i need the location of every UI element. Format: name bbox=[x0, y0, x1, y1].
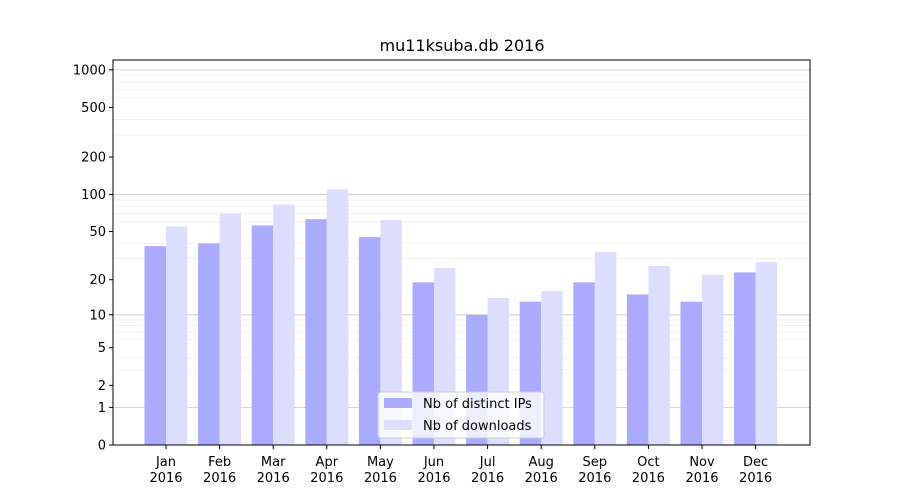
legend-swatch-distinct-ips bbox=[384, 398, 412, 408]
bar-distinct-ips-may bbox=[358, 237, 381, 445]
x-tick-label-year: 2016 bbox=[310, 471, 343, 486]
bar-downloads-oct bbox=[648, 266, 670, 445]
x-tick-label-year: 2016 bbox=[149, 471, 182, 486]
bar-downloads-apr bbox=[326, 189, 349, 445]
x-tick-label-month: May bbox=[367, 455, 394, 470]
bar-downloads-sep bbox=[594, 251, 617, 445]
x-tick-label-year: 2016 bbox=[364, 471, 397, 486]
y-tick-label: 200 bbox=[81, 151, 106, 166]
y-tick-label: 1 bbox=[98, 401, 106, 416]
chart-title: mu11ksuba.db 2016 bbox=[380, 36, 545, 55]
x-tick-label-year: 2016 bbox=[632, 471, 665, 486]
x-tick-label-year: 2016 bbox=[525, 471, 558, 486]
bar-distinct-ips-apr bbox=[305, 219, 327, 445]
x-axis: Jan2016Feb2016Mar2016Apr2016May2016Jun20… bbox=[149, 445, 772, 486]
x-tick-label-month: Jul bbox=[479, 455, 496, 470]
legend-swatch-downloads bbox=[384, 420, 412, 430]
bar-downloads-jan bbox=[166, 226, 188, 445]
bar-distinct-ips-oct bbox=[626, 294, 649, 445]
x-tick-label-year: 2016 bbox=[739, 471, 772, 486]
bar-downloads-may bbox=[380, 220, 402, 445]
y-tick-label: 5 bbox=[98, 341, 106, 356]
legend: Nb of distinct IPs Nb of downloads bbox=[377, 391, 545, 439]
legend-label-downloads: Nb of downloads bbox=[423, 419, 532, 434]
legend-label-distinct-ips: Nb of distinct IPs bbox=[423, 397, 532, 412]
bar-downloads-mar bbox=[273, 204, 295, 445]
y-tick-label: 100 bbox=[81, 188, 106, 203]
x-tick-label-month: Mar bbox=[261, 455, 286, 470]
x-tick-label-month: Feb bbox=[208, 455, 231, 470]
y-tick-label: 50 bbox=[89, 225, 106, 240]
x-tick-label-year: 2016 bbox=[578, 471, 611, 486]
x-tick-label-year: 2016 bbox=[257, 471, 290, 486]
y-tick-label: 10 bbox=[89, 308, 106, 323]
bar-downloads-dec bbox=[755, 262, 778, 445]
y-tick-label: 1000 bbox=[73, 63, 106, 78]
bar-distinct-ips-nov bbox=[680, 301, 702, 445]
x-tick-label-month: Aug bbox=[529, 455, 554, 470]
x-tick-label-month: Sep bbox=[583, 455, 608, 470]
x-tick-label-year: 2016 bbox=[685, 471, 718, 486]
x-tick-label-month: Oct bbox=[637, 455, 659, 470]
x-tick-label-month: Apr bbox=[316, 455, 339, 470]
bar-distinct-ips-dec bbox=[734, 272, 756, 445]
y-tick-label: 0 bbox=[98, 439, 106, 454]
bar-downloads-nov bbox=[702, 274, 724, 445]
plot-frame bbox=[112, 59, 811, 446]
x-tick-label-year: 2016 bbox=[417, 471, 450, 486]
x-tick-label-month: Nov bbox=[689, 455, 715, 470]
x-tick-label-month: Dec bbox=[743, 455, 768, 470]
x-tick-label-year: 2016 bbox=[471, 471, 504, 486]
x-tick-label-month: Jan bbox=[155, 455, 176, 470]
y-tick-label: 20 bbox=[89, 273, 106, 288]
bar-distinct-ips-sep bbox=[573, 282, 595, 445]
bar-distinct-ips-feb bbox=[198, 243, 220, 445]
y-axis: 0 1 2 5 10 20 50 100 200 500 1000 bbox=[73, 63, 113, 454]
x-tick-label-year: 2016 bbox=[203, 471, 236, 486]
y-tick-label: 500 bbox=[81, 101, 106, 116]
bar-downloads-feb bbox=[219, 213, 242, 445]
bar-downloads-aug bbox=[541, 291, 563, 445]
bar-distinct-ips-mar bbox=[251, 225, 274, 445]
bar-distinct-ips-jan bbox=[144, 246, 166, 445]
y-tick-label: 2 bbox=[98, 379, 106, 394]
legend-box bbox=[377, 391, 545, 439]
x-tick-label-month: Jun bbox=[423, 455, 444, 470]
